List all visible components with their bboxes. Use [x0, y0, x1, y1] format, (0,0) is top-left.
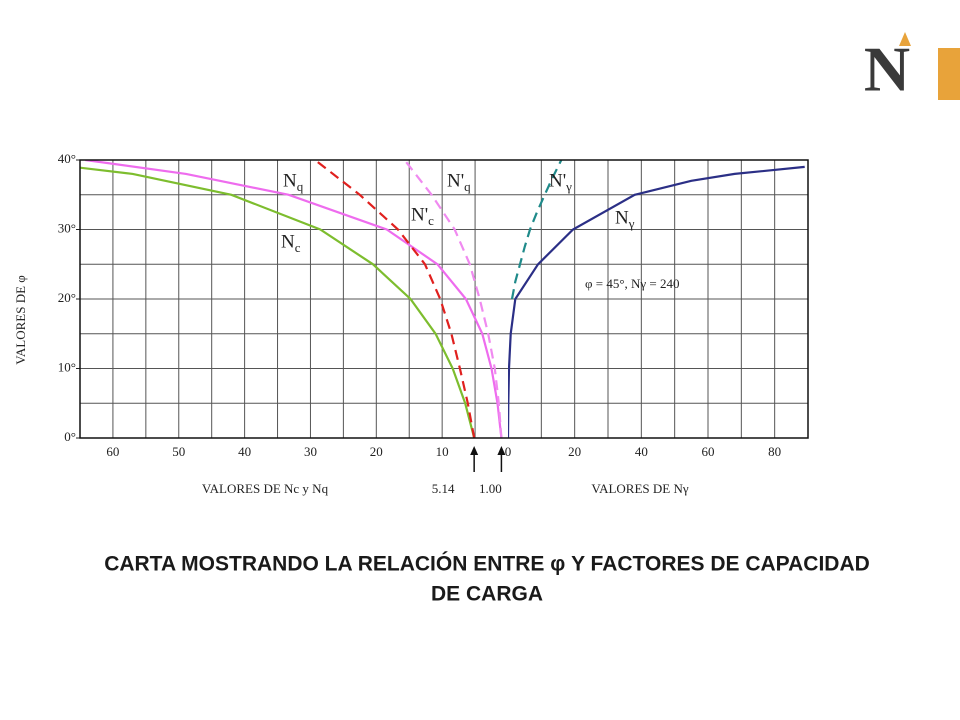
- x-tick-label: 50: [172, 444, 185, 459]
- x-tick-label: 30: [304, 444, 317, 459]
- series-label: N'c: [411, 204, 434, 228]
- caption-line: DE CARGA: [431, 583, 543, 606]
- series-group: [508, 160, 805, 438]
- marker-label: 1.00: [479, 481, 502, 496]
- x-tick-label: 0: [505, 444, 512, 459]
- x-axis-label: VALORES DE Nγ: [591, 481, 688, 496]
- series-line: [80, 166, 476, 438]
- series-label: N'γ: [549, 170, 572, 194]
- series-label: Nq: [283, 170, 304, 194]
- y-tick-label: 10°: [58, 359, 76, 374]
- logo-accent: [899, 32, 911, 46]
- logo-text: N: [864, 34, 910, 105]
- x-tick-label: 60: [106, 444, 119, 459]
- series-group: [80, 160, 503, 438]
- y-tick-label: 40°: [58, 151, 76, 166]
- y-tick-label: 30°: [58, 220, 76, 235]
- plot-frame: [79, 159, 809, 439]
- logo-bar: [938, 48, 960, 100]
- series-label: N'q: [447, 170, 471, 194]
- x-axis-label: VALORES DE Nc y Nq: [202, 481, 329, 496]
- series-line: [403, 160, 503, 438]
- x-tick-label: 10: [436, 444, 449, 459]
- series-line: [85, 160, 503, 438]
- marker-arrow-head: [497, 446, 506, 455]
- series-label: Nγ: [615, 207, 635, 231]
- x-tick-label: 60: [702, 444, 715, 459]
- series-label: Nc: [281, 231, 301, 255]
- series-line: [314, 160, 476, 438]
- y-axis-label: VALORES DE φ: [13, 275, 28, 365]
- annotation: φ = 45°, Nγ = 240: [585, 276, 680, 291]
- x-tick-label: 20: [568, 444, 581, 459]
- marker-arrow-head: [470, 446, 479, 455]
- x-tick-label: 40: [238, 444, 251, 459]
- x-tick-label: 80: [768, 444, 781, 459]
- plot: 60 50 40 30 20 10 0° 10° 20° 30° 40° VALORES DE φ VA…: [13, 151, 809, 496]
- y-tick-label: 0°: [64, 429, 76, 444]
- series-line: [510, 160, 563, 300]
- caption-line: CARTA MOSTRANDO LA RELACIÓN ENTRE φ Y FA…: [104, 552, 870, 576]
- y-tick-label: 20°: [58, 290, 76, 305]
- marker-label: 5.14: [432, 481, 455, 496]
- logo: N: [864, 32, 960, 105]
- x-tick-label: 40: [635, 444, 648, 459]
- x-tick-label: 20: [370, 444, 383, 459]
- series-line: [508, 165, 805, 438]
